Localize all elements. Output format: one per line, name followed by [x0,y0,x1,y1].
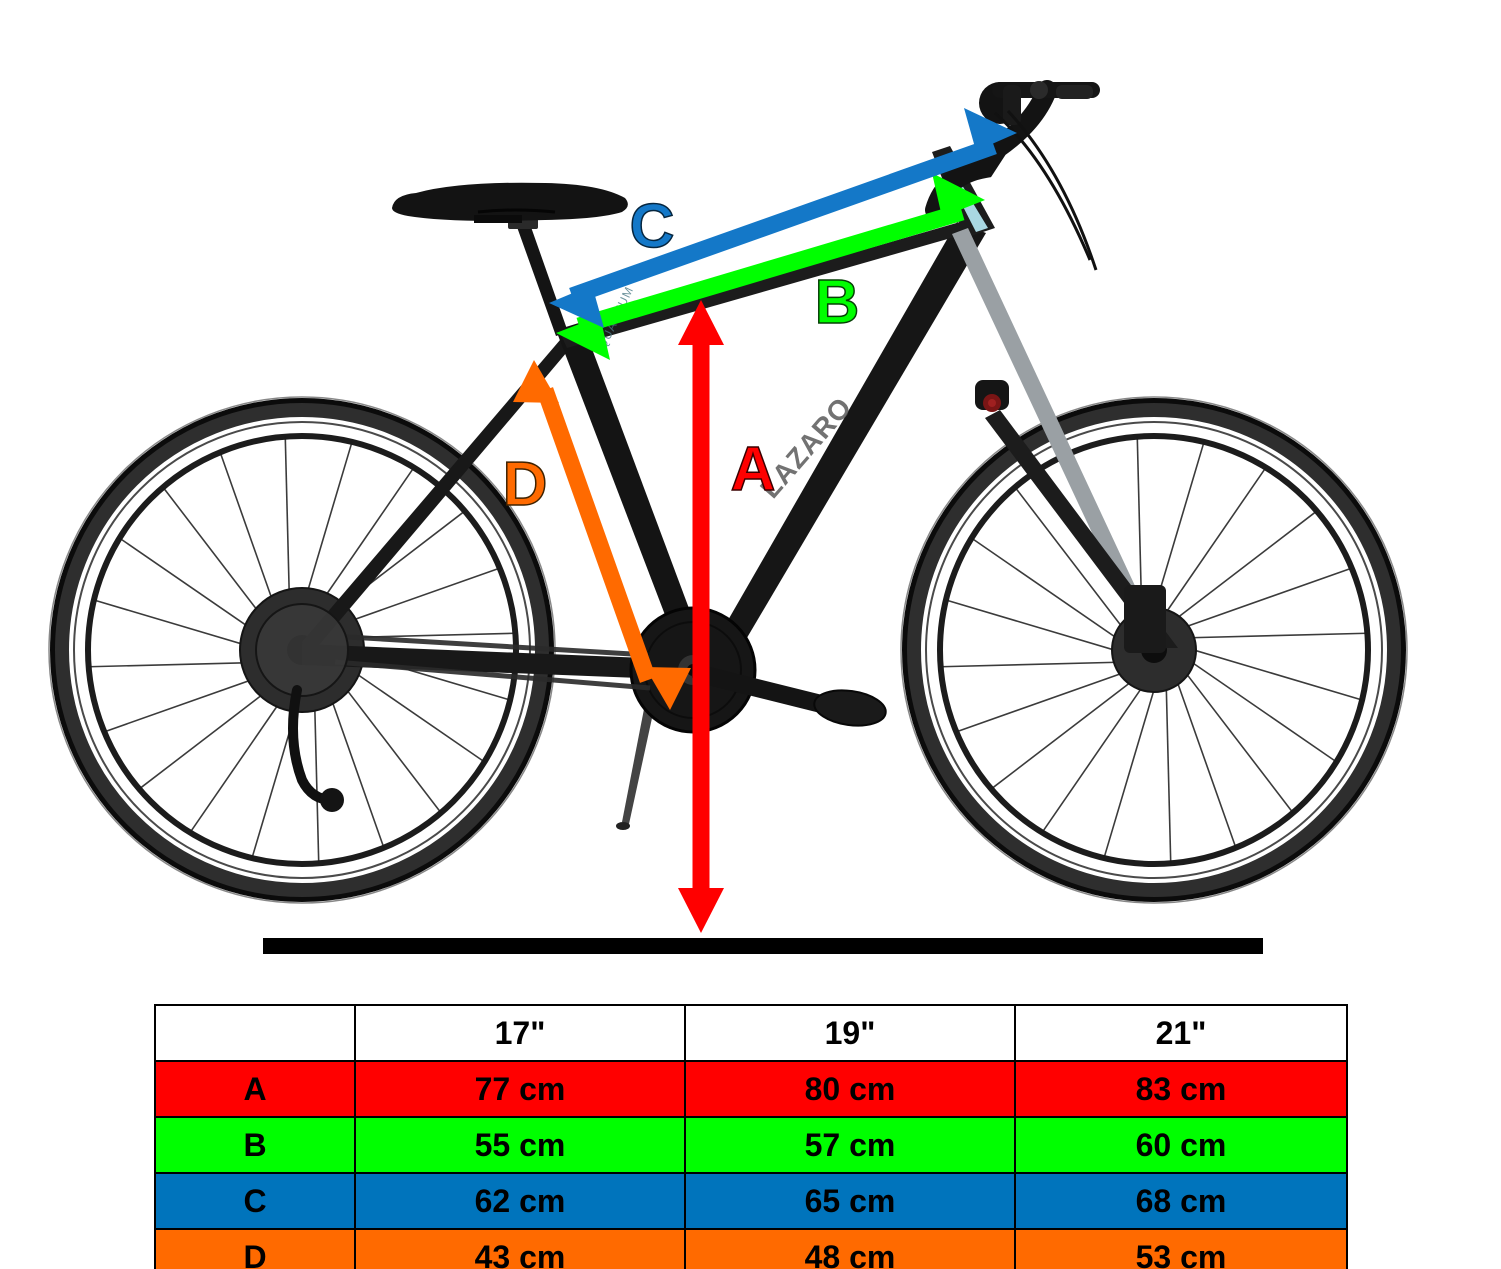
svg-text:D: D [503,450,548,519]
svg-text:C: C [630,192,675,261]
svg-text:B: B [815,268,860,337]
svg-text:A: A [731,435,776,504]
